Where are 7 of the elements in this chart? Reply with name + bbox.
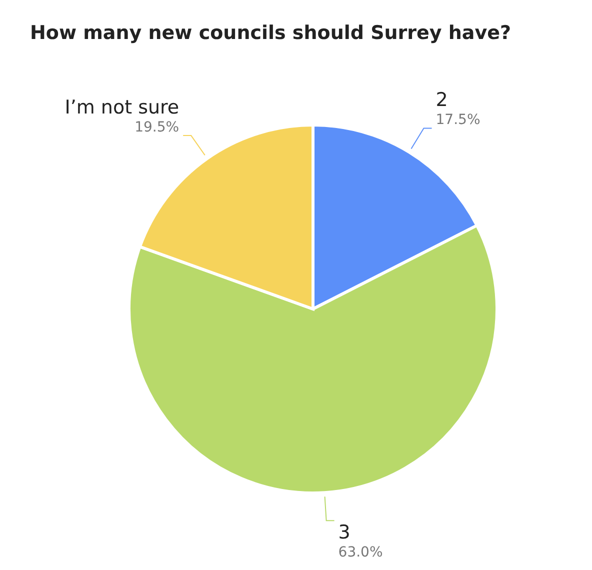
slice-label: I’m not sure (64, 96, 180, 119)
slice-label: 3 (338, 522, 350, 544)
data-label: 63.0% (338, 544, 383, 561)
data-label: 19.5% (134, 120, 180, 136)
slice-label: 2 (436, 89, 448, 112)
data-label: 17.5% (436, 112, 480, 128)
chart-title: How many new councils should Surrey have? (29, 21, 512, 46)
